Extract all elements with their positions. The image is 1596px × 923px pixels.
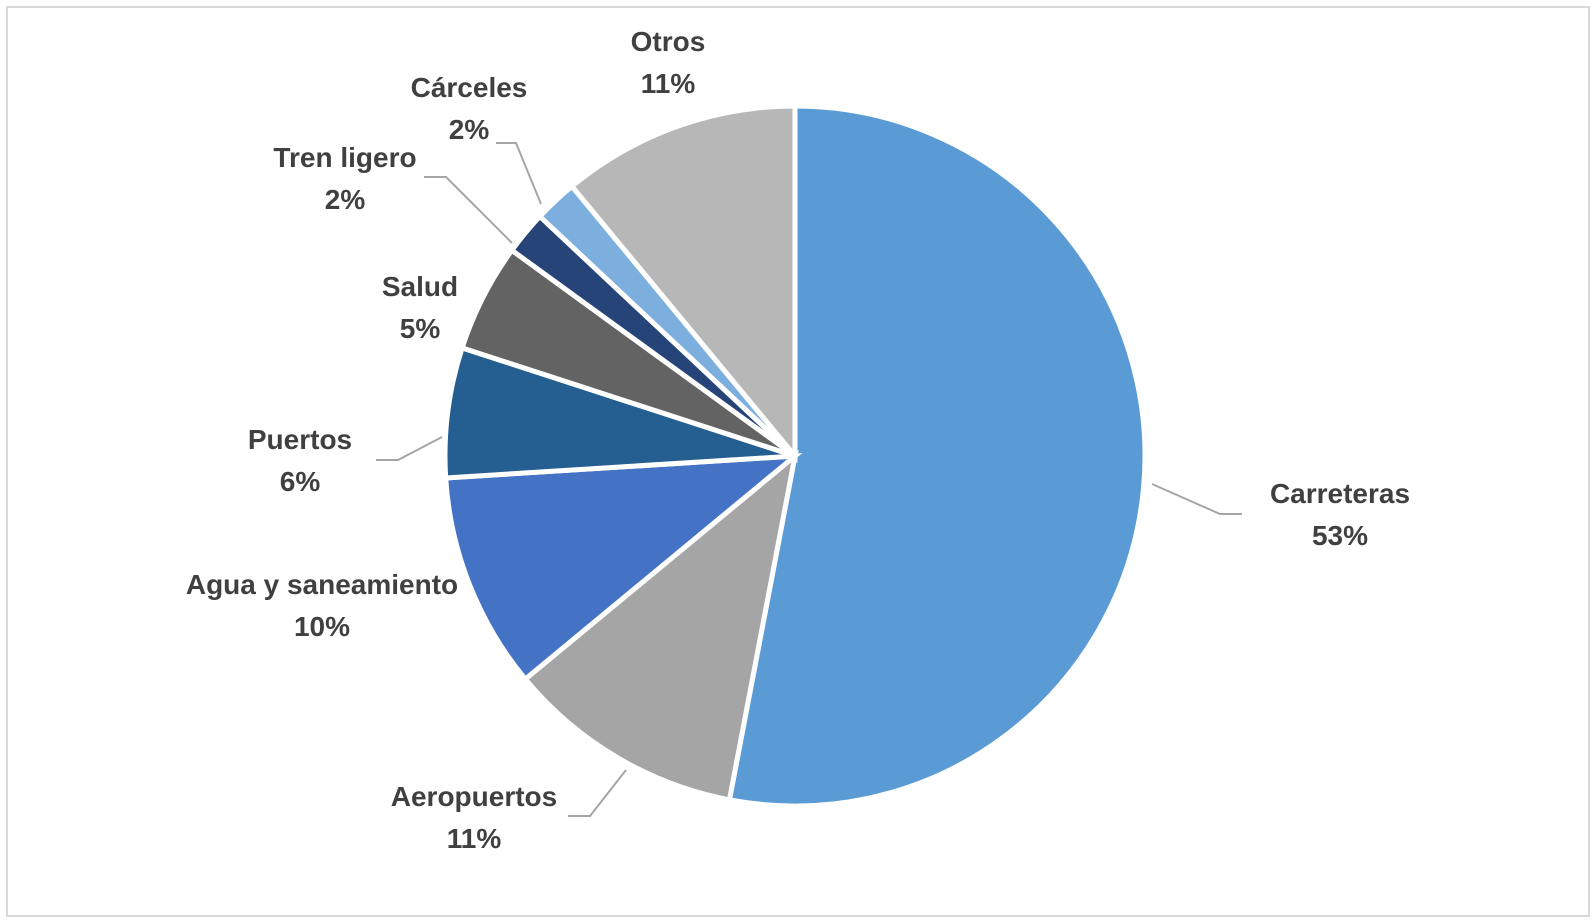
pie-slice-aeropuertos [521, 449, 799, 803]
leader-line-carceles [496, 142, 542, 205]
pie-slices [442, 103, 1148, 809]
leader-line-carreteras [1151, 483, 1242, 515]
leader-lines [376, 142, 1242, 817]
slice-value-aeropuertos: 11% [447, 823, 502, 854]
data-labels: Carreteras 53% Aeropuertos 11% Agua y saneam… [186, 26, 1410, 854]
pie-slice-carreteras [726, 103, 1148, 809]
slice-value-tren-ligero: 2% [325, 184, 366, 215]
leader-line-tren-ligero [424, 176, 513, 244]
pie-slice-agua-y-saneamiento [443, 453, 803, 683]
pie-slice-puertos [442, 344, 796, 481]
slice-label-aeropuertos: Aeropuertos [391, 781, 557, 812]
slice-label-otros: Otros [631, 26, 706, 57]
slice-value-salud: 5% [400, 313, 441, 344]
slice-label-carceles: Cárceles [411, 72, 528, 103]
slice-label-tren-ligero: Tren ligero [273, 142, 416, 173]
slice-label-puertos: Puertos [248, 424, 352, 455]
slice-label-salud: Salud [382, 271, 458, 302]
leader-line-puertos [376, 436, 443, 461]
pie-slice-otros [568, 103, 798, 463]
slice-value-agua-y-saneamiento: 10% [294, 611, 350, 642]
slice-value-carreteras: 53% [1312, 520, 1368, 551]
slice-label-agua-y-saneamiento: Agua y saneamiento [186, 569, 458, 600]
slice-value-otros: 11% [641, 68, 696, 99]
slice-value-carceles: 2% [449, 114, 490, 145]
slice-value-puertos: 6% [280, 466, 321, 497]
slice-label-carreteras: Carreteras [1270, 478, 1410, 509]
leader-line-aeropuertos [568, 769, 627, 817]
